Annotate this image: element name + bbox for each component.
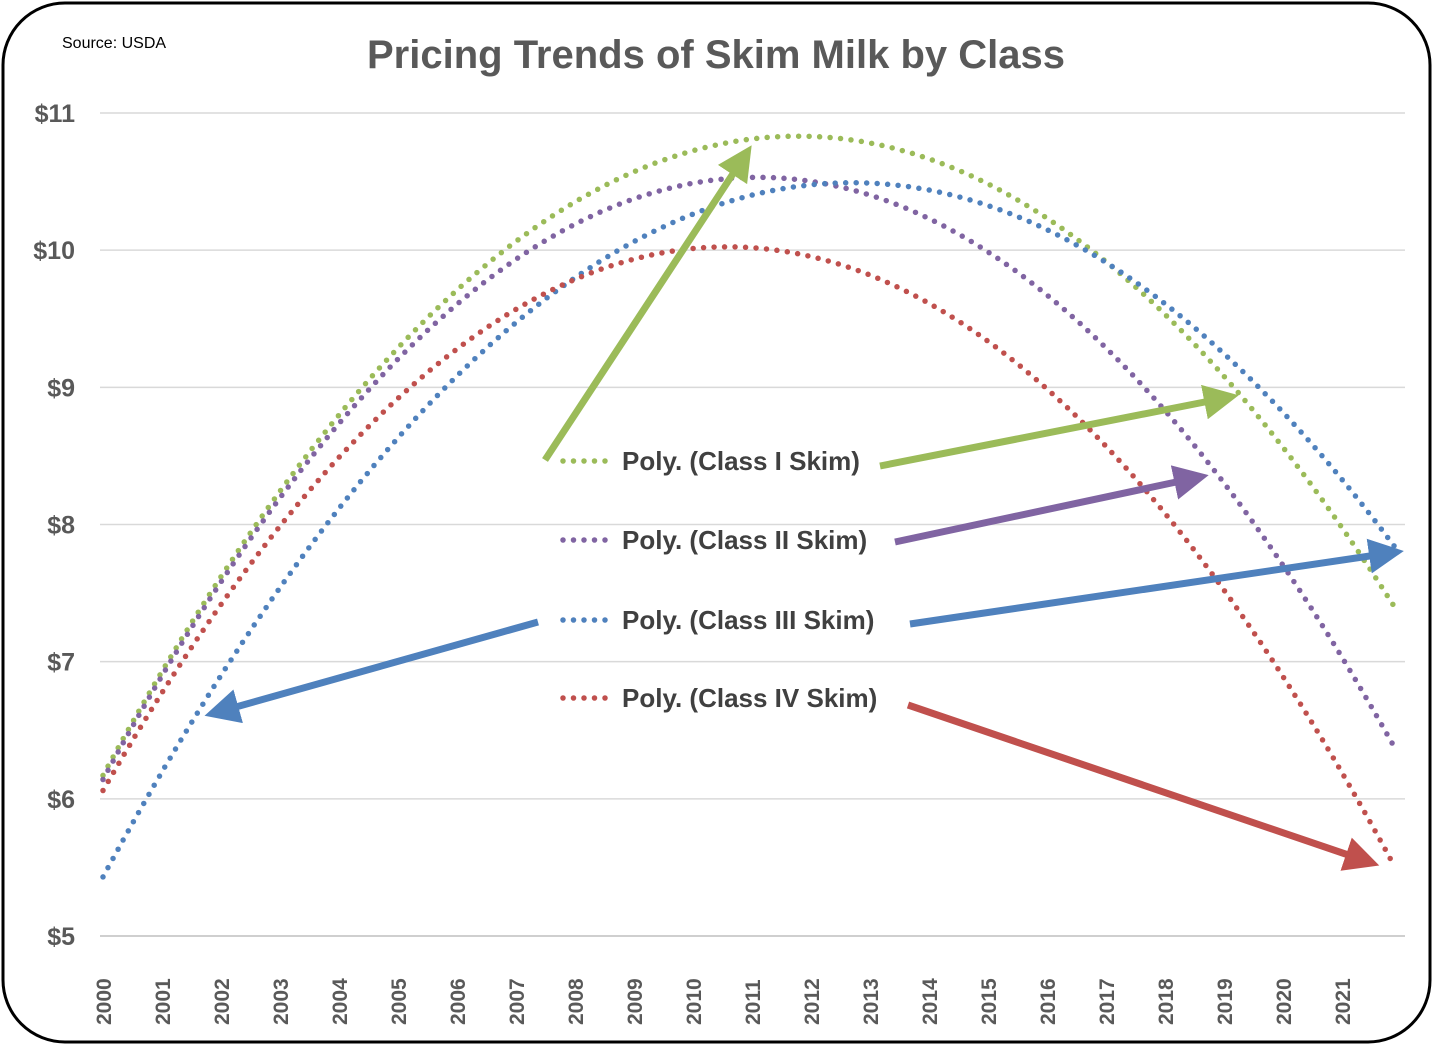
series-line-1 (100, 133, 1398, 779)
series-line-3 (100, 179, 1398, 880)
series-line-2 (100, 174, 1398, 783)
source-note: Source: USDA (62, 35, 166, 52)
x-tick-label: 2009 (624, 978, 647, 1025)
x-tick-label: 2001 (152, 978, 175, 1025)
chart-title: Pricing Trends of Skim Milk by Class (367, 33, 1065, 77)
x-axis-ticks: 2000 2001 2002 2003 2004 2005 2006 2007 2008 2009… (93, 978, 1355, 1025)
y-tick-label: $10 (33, 237, 75, 265)
x-tick-label: 2010 (683, 978, 706, 1025)
x-tick-label: 2019 (1214, 978, 1237, 1025)
x-tick-label: 2015 (978, 978, 1001, 1025)
legend-label: Poly. (Class II Skim) (622, 525, 867, 555)
x-tick-label: 2020 (1273, 978, 1296, 1025)
x-tick-label: 2017 (1096, 978, 1119, 1025)
x-tick-label: 2003 (270, 978, 293, 1025)
y-tick-label: $9 (47, 374, 75, 402)
arrow-class-iii-to-start (204, 618, 539, 724)
y-tick-label: $11 (35, 100, 75, 128)
x-tick-label: 2013 (860, 978, 883, 1025)
x-tick-label: 2008 (565, 978, 588, 1025)
arrow-class-i-to-peak (542, 145, 752, 462)
x-tick-label: 2016 (1037, 978, 1060, 1025)
legend-label: Poly. (Class I Skim) (622, 446, 860, 476)
legend-label: Poly. (Class IV Skim) (622, 683, 877, 713)
series-line-4 (100, 244, 1398, 871)
y-tick-label: $5 (47, 923, 75, 951)
x-tick-label: 2014 (919, 978, 942, 1025)
arrow-class-ii-to-curve (894, 465, 1209, 546)
legend-entry: Poly. (Class I Skim) (560, 446, 860, 476)
y-axis-ticks: $5 $6 $7 $8 $9 $10 $11 (33, 100, 75, 951)
arrow-class-iii-to-end (909, 538, 1404, 628)
legend-entry: Poly. (Class II Skim) (560, 525, 867, 555)
legend-entry: Poly. (Class III Skim) (560, 605, 874, 635)
x-tick-label: 2021 (1332, 978, 1355, 1025)
x-tick-label: 2006 (447, 978, 470, 1025)
x-tick-label: 2005 (388, 978, 411, 1025)
legend-label: Poly. (Class III Skim) (622, 605, 874, 635)
x-tick-label: 2004 (329, 978, 352, 1025)
y-tick-label: $7 (47, 649, 75, 677)
x-tick-label: 2002 (211, 978, 234, 1025)
legend: Poly. (Class I Skim) Poly. (Class II Skim… (560, 446, 877, 713)
x-tick-label: 2000 (93, 978, 116, 1025)
y-tick-label: $6 (47, 786, 75, 814)
annotation-arrows (204, 145, 1404, 871)
series-lines (100, 133, 1398, 880)
arrow-class-i-to-curve (879, 384, 1239, 470)
x-tick-label: 2012 (801, 978, 824, 1025)
arrow-class-iv-to-end (906, 701, 1380, 871)
x-tick-label: 2007 (506, 978, 529, 1025)
y-tick-label: $8 (47, 512, 75, 540)
x-tick-label: 2018 (1155, 978, 1178, 1025)
x-tick-label: 2011 (742, 979, 765, 1025)
gridlines (100, 112, 1405, 937)
legend-entry: Poly. (Class IV Skim) (560, 683, 877, 713)
